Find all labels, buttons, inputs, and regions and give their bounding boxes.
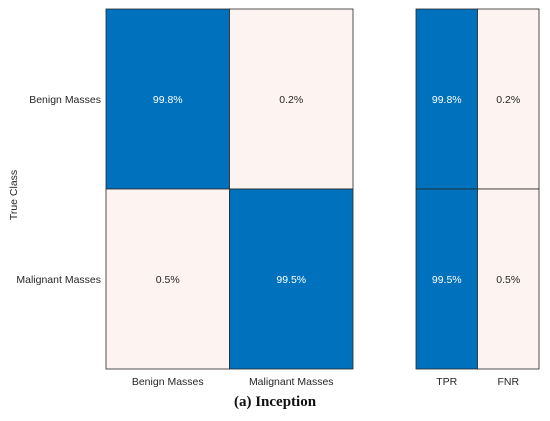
matrix-cell-r2-c2 bbox=[229, 188, 354, 370]
matrix-cell-value-r1-c2: 0.2% bbox=[279, 94, 303, 106]
rate-cell-r2-c1 bbox=[415, 188, 478, 370]
rate-cell-value-r2-c1: 99.5% bbox=[432, 274, 462, 286]
rate-cell-value-r1-c1: 99.8% bbox=[432, 94, 462, 106]
rate-cell-r1-c2 bbox=[477, 8, 540, 190]
figure-caption: (a) Inception bbox=[234, 394, 317, 410]
matrix-row-label-2: Malignant Masses bbox=[16, 274, 101, 286]
rate-cell-r1-c1 bbox=[415, 8, 478, 190]
rate-col-label-1: TPR bbox=[436, 376, 457, 388]
rate-col-label-2: FNR bbox=[497, 376, 519, 388]
matrix-cell-r2-c1 bbox=[105, 188, 230, 370]
matrix-cell-r1-c1 bbox=[105, 8, 230, 190]
matrix-row-label-1: Benign Masses bbox=[29, 94, 101, 106]
rate-cell-r2-c2 bbox=[477, 188, 540, 370]
y-axis-title: True Class bbox=[8, 170, 20, 220]
rate-cell-value-r1-c2: 0.2% bbox=[496, 94, 520, 106]
matrix-cell-r1-c2 bbox=[229, 8, 354, 190]
matrix-cell-value-r2-c2: 99.5% bbox=[276, 274, 306, 286]
matrix-col-label-2: Malignant Masses bbox=[249, 376, 334, 388]
matrix-cell-value-r2-c1: 0.5% bbox=[156, 274, 180, 286]
row-summary-matrix: 99.8% 0.2% 99.5% 0.5% TPR FNR bbox=[415, 8, 540, 388]
matrix-col-label-1: Benign Masses bbox=[132, 376, 204, 388]
confusion-matrix: 99.8% 0.2% 0.5% 99.5% Benign Masses Malignant… bbox=[16, 8, 354, 388]
matrix-cell-value-r1-c1: 99.8% bbox=[153, 94, 183, 106]
rate-cell-value-r2-c2: 0.5% bbox=[496, 274, 520, 286]
